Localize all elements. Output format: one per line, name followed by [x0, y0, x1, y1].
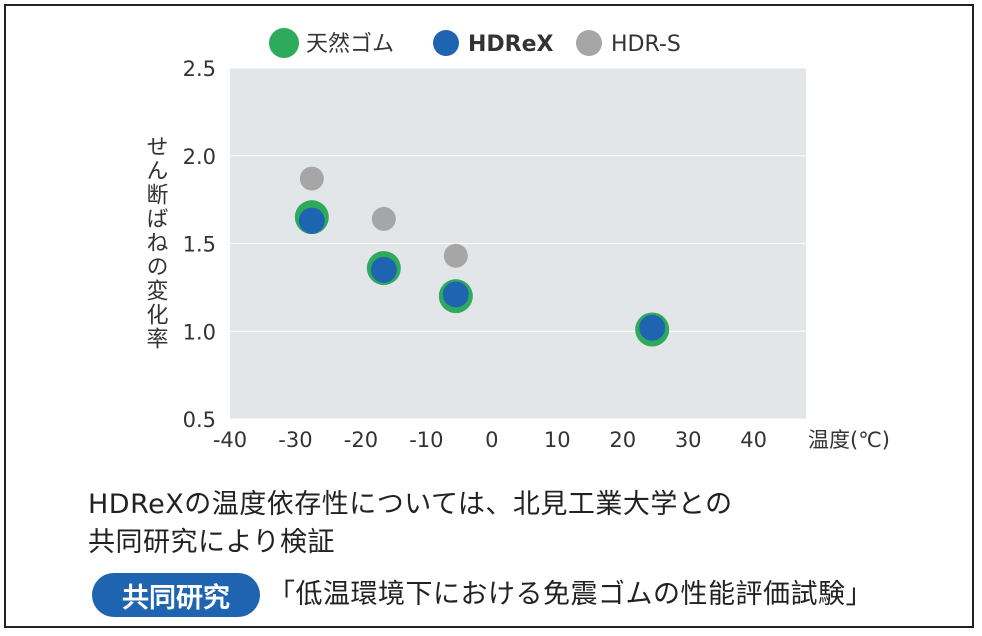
- x-tick-label: -30: [278, 428, 312, 452]
- x-axis-label: 温度(℃): [808, 428, 890, 452]
- joint-research-badge: 共同研究: [92, 573, 260, 617]
- legend-label: 天然ゴム: [306, 32, 394, 57]
- legend-item: HDR-S: [576, 30, 681, 57]
- x-tick-label: 0: [485, 428, 498, 452]
- x-tick-label: -10: [409, 428, 443, 452]
- data-points: [294, 166, 670, 347]
- research-title: 「低温環境下における免震ゴムの性能評価試験」: [268, 579, 873, 610]
- x-tick-label: 30: [675, 428, 702, 452]
- caption-line-2: 共同研究により検証: [88, 527, 335, 558]
- y-tick-label: 1.5: [183, 233, 216, 257]
- y-tick-label: 0.5: [183, 408, 216, 432]
- x-tick-label: -40: [213, 428, 247, 452]
- scatter-chart: 天然ゴム HDReX HDR-S 0.5 1.0 1.5 2.0 2.5 -40 -30 -20…: [143, 28, 890, 452]
- legend-label: HDReX: [468, 32, 554, 57]
- y-axis-label: せん断ばねの変化率: [143, 135, 169, 351]
- legend-item: HDReX: [433, 30, 554, 57]
- series-3: [299, 166, 468, 268]
- data-point: [639, 314, 666, 341]
- x-tick-labels: -40 -30 -20 -10 0 10 20 30 40: [213, 428, 767, 452]
- caption: HDReXの温度依存性については、北見工業大学との 共同研究により検証: [88, 486, 908, 562]
- data-point: [371, 206, 396, 231]
- x-tick-label: 20: [609, 428, 636, 452]
- data-point: [443, 243, 468, 268]
- series-2: [298, 207, 666, 341]
- legend-marker: [433, 30, 459, 56]
- x-tick-label: 10: [544, 428, 571, 452]
- caption-line-1: HDReXの温度依存性については、北見工業大学との: [88, 489, 733, 520]
- legend-item: 天然ゴム: [269, 28, 394, 58]
- data-point: [298, 207, 325, 234]
- y-tick-labels: 0.5 1.0 1.5 2.0 2.5: [183, 57, 216, 432]
- y-tick-label: 1.0: [183, 320, 216, 344]
- legend-marker: [269, 28, 299, 58]
- legend: 天然ゴム HDReX HDR-S: [269, 28, 681, 58]
- gridlines: [230, 67, 806, 420]
- data-point: [299, 166, 324, 191]
- x-tick-label: -20: [344, 428, 378, 452]
- legend-marker: [576, 30, 602, 56]
- data-point: [442, 281, 469, 308]
- figure-frame: [4, 4, 974, 628]
- legend-label: HDR-S: [611, 32, 681, 57]
- data-point: [370, 256, 397, 283]
- y-tick-label: 2.0: [183, 145, 216, 169]
- y-tick-label: 2.5: [183, 57, 216, 81]
- x-tick-label: 40: [740, 428, 767, 452]
